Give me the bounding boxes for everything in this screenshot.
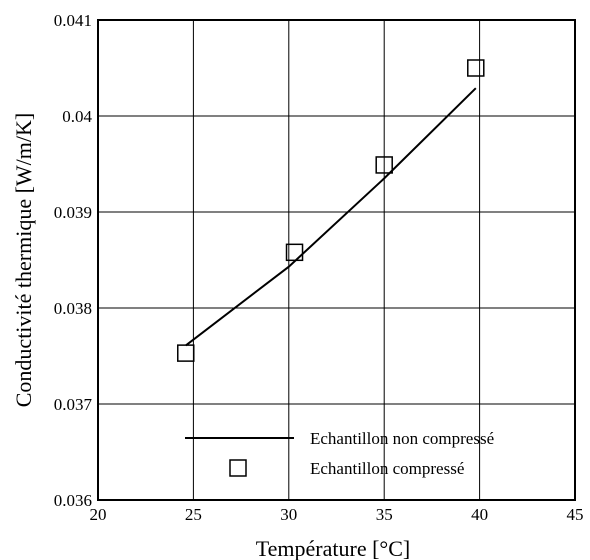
y-tick-label: 0.041: [54, 11, 92, 30]
legend-label-compresse: Echantillon compressé: [310, 459, 464, 478]
x-tick-label: 20: [90, 505, 107, 524]
x-tick-label: 25: [185, 505, 202, 524]
y-axis-label: Conductivité thermique [W/m/K]: [11, 113, 36, 408]
x-tick-label: 40: [471, 505, 488, 524]
data-point-compresse: [177, 344, 195, 362]
series-line-non-compresse: [185, 87, 477, 347]
y-tick-label: 0.039: [54, 203, 92, 222]
x-tick-label: 30: [280, 505, 297, 524]
x-tick-label: 45: [567, 505, 584, 524]
y-tick-label: 0.036: [54, 491, 92, 510]
y-tick-label: 0.037: [54, 395, 93, 414]
legend: Echantillon non compressé Echantillon co…: [185, 429, 494, 478]
legend-label-non-compresse: Echantillon non compressé: [310, 429, 494, 448]
y-tick-label: 0.04: [62, 107, 92, 126]
data-point-compresse: [285, 243, 304, 262]
plot-frame: [97, 19, 576, 501]
data-point-compresse: [375, 156, 393, 174]
legend-square-swatch: [229, 459, 247, 477]
x-tick-label: 35: [376, 505, 393, 524]
data-point-compresse: [467, 59, 485, 77]
grid-lines: [98, 20, 575, 500]
series-layer: [177, 59, 485, 362]
x-axis-label: Température [°C]: [256, 536, 410, 560]
axis-ticks: 20 25 30 35 40 45 0.036 0.037 0.038 0.039 0.04 0.04…: [54, 11, 584, 524]
y-tick-label: 0.038: [54, 299, 92, 318]
